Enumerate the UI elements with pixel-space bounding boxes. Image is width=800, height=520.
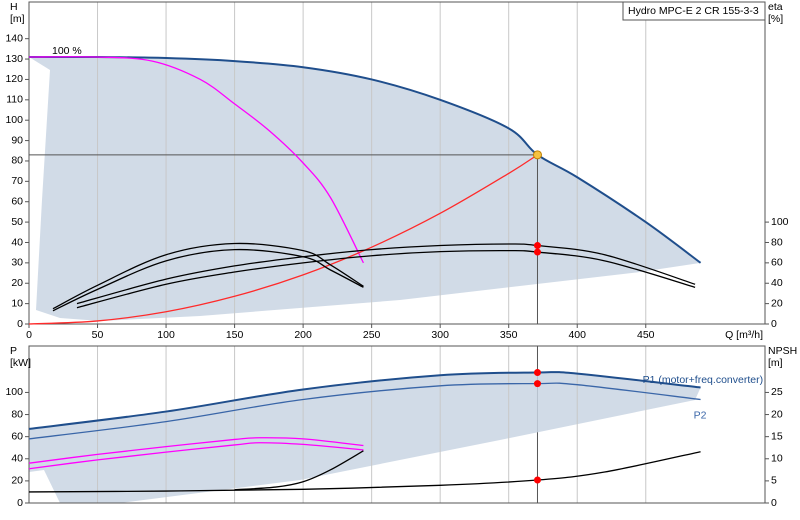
y-tick-label: 10	[11, 297, 23, 309]
plot-layer: 0102030405060708090100110120130140020406…	[5, 1, 797, 509]
operating-marker	[533, 380, 541, 388]
y2-tick-label: 10	[771, 453, 783, 465]
y-tick-label: 0	[17, 497, 23, 509]
curve	[234, 450, 364, 491]
y2-axis-label: [m]	[768, 357, 783, 369]
y2-axis-label: NPSH	[768, 345, 797, 357]
y-tick-label: 60	[11, 430, 23, 442]
x-tick-label: 150	[226, 329, 244, 341]
operating-area	[29, 372, 701, 503]
operating-marker	[533, 369, 541, 377]
y2-tick-label: 5	[771, 475, 777, 487]
operating-area	[29, 56, 701, 322]
y-tick-label: 30	[11, 257, 23, 269]
series-label: P1 (motor+freq.converter)	[643, 374, 764, 386]
y-tick-label: 80	[11, 408, 23, 420]
y2-tick-label: 0	[771, 318, 777, 330]
curve	[52, 242, 364, 310]
curve	[28, 371, 701, 430]
y2-tick-label: 20	[771, 297, 783, 309]
curve	[76, 243, 696, 305]
y-tick-label: 130	[5, 53, 23, 65]
x-tick-label: 50	[92, 329, 104, 341]
y-tick-label: 60	[11, 196, 23, 208]
y2-tick-label: 0	[771, 497, 777, 509]
y-axis-label: P	[10, 345, 17, 357]
y-axis-label: [m]	[10, 13, 25, 25]
y-tick-label: 0	[17, 318, 23, 330]
y2-tick-label: 80	[771, 236, 783, 248]
plot-frame	[28, 345, 766, 504]
curve	[28, 437, 364, 464]
x-tick-label: 250	[363, 329, 381, 341]
y2-tick-label: 40	[771, 277, 783, 289]
x-axis-label: Q [m³/h]	[725, 329, 763, 341]
y-tick-label: 90	[11, 134, 23, 146]
y2-tick-label: 60	[771, 257, 783, 269]
curve	[28, 56, 365, 264]
plot-frame	[28, 1, 766, 325]
annotation: 100 %	[52, 45, 82, 57]
curve	[28, 442, 364, 470]
y-axis-label: H	[10, 1, 18, 13]
series-label: P2	[694, 409, 707, 421]
curve	[28, 382, 701, 440]
y2-tick-label: 20	[771, 408, 783, 420]
x-tick-label: 350	[500, 329, 518, 341]
y-tick-label: 100	[5, 386, 23, 398]
x-tick-label: 200	[294, 329, 312, 341]
x-tick-label: 100	[157, 329, 175, 341]
x-tick-label: 300	[431, 329, 449, 341]
y-tick-label: 120	[5, 73, 23, 85]
operating-marker	[533, 242, 541, 250]
y-tick-label: 20	[11, 277, 23, 289]
y-tick-label: 40	[11, 453, 23, 465]
x-tick-label: 450	[637, 329, 655, 341]
curve	[76, 249, 696, 309]
y-axis-label: [kW]	[10, 357, 31, 369]
x-tick-label: 0	[26, 329, 32, 341]
chart-title: Hydro MPC-E 2 CR 155-3-3	[628, 5, 759, 17]
y-tick-label: 50	[11, 216, 23, 228]
y-tick-label: 110	[6, 94, 23, 106]
y-tick-label: 80	[11, 155, 23, 167]
y2-axis-label: eta	[768, 1, 783, 13]
title-box	[622, 1, 766, 21]
curve	[28, 154, 538, 325]
operating-marker	[533, 248, 541, 256]
y-tick-label: 70	[11, 175, 23, 187]
curve	[28, 55, 702, 264]
duty-point	[532, 150, 542, 160]
y-tick-label: 140	[5, 32, 23, 44]
y2-tick-label: 100	[771, 216, 789, 228]
y2-tick-label: 25	[771, 386, 783, 398]
curve	[28, 451, 701, 493]
x-tick-label: 400	[568, 329, 586, 341]
y2-axis-label: [%]	[768, 13, 783, 25]
operating-marker	[533, 476, 541, 484]
curve	[52, 248, 364, 312]
y2-tick-label: 15	[771, 430, 783, 442]
y-tick-label: 100	[5, 114, 23, 126]
y-tick-label: 40	[11, 236, 23, 248]
y-tick-label: 20	[11, 475, 23, 487]
